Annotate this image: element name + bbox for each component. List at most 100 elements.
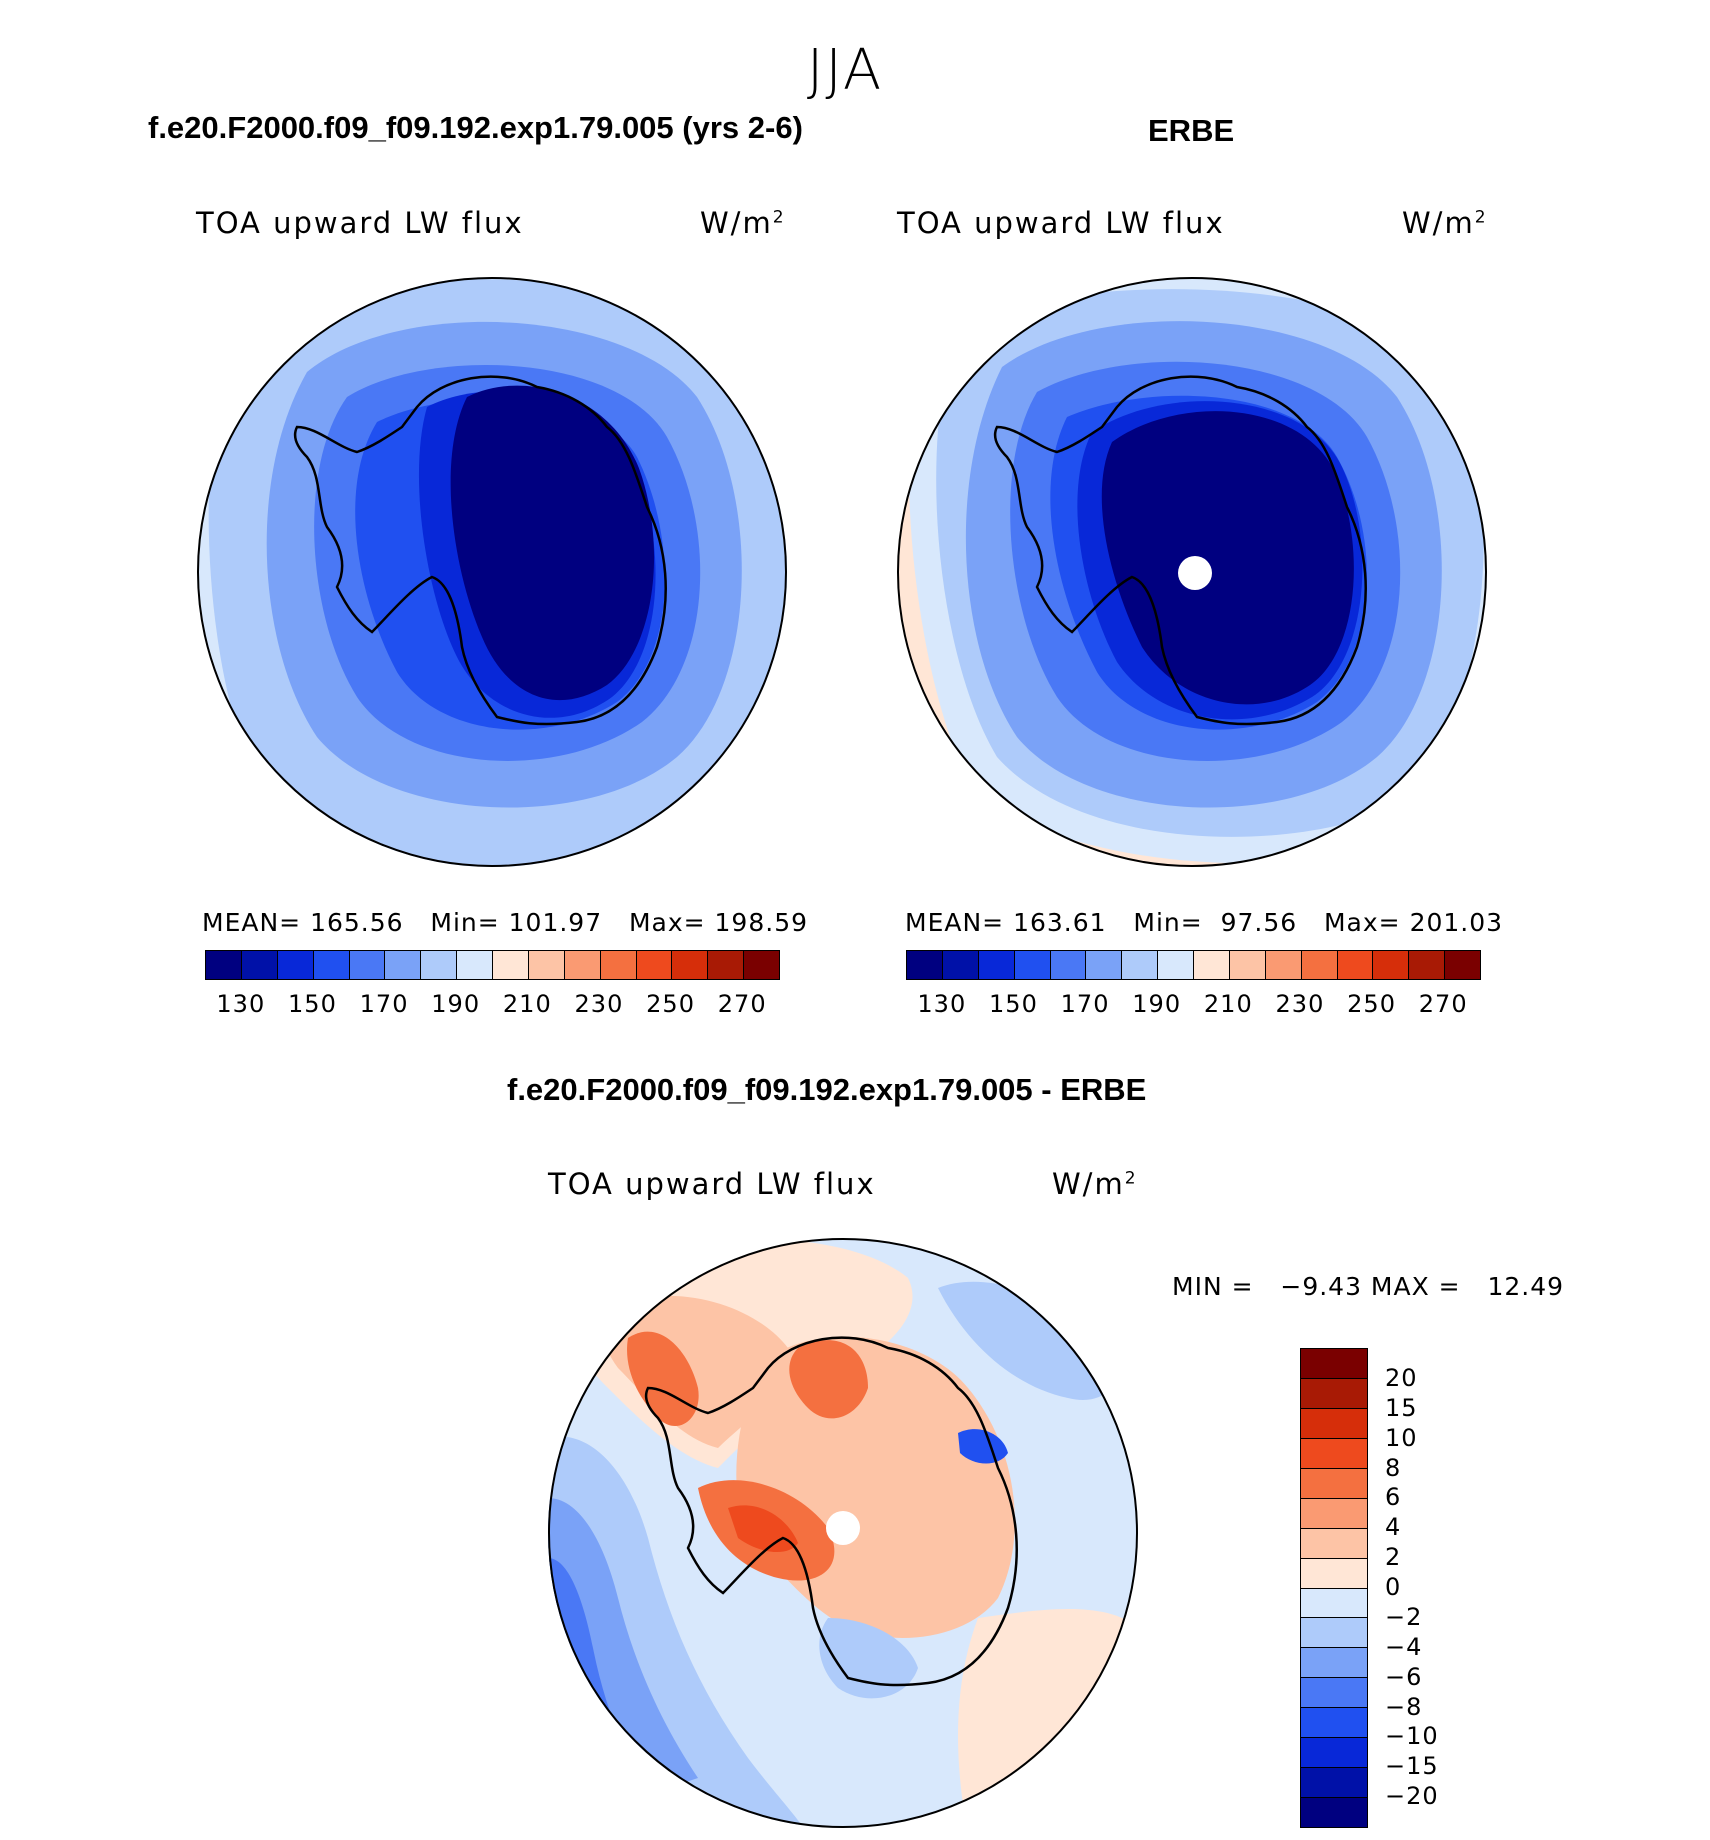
- colorbar-model-swatch: [206, 951, 242, 979]
- colorbar-difference-swatch: [1301, 1798, 1367, 1827]
- colorbar-difference-tick-label: −2: [1385, 1602, 1423, 1631]
- colorbar-erbe-swatch: [907, 951, 943, 979]
- colorbar-model-swatch: [493, 951, 529, 979]
- colorbar-erbe-swatch: [1158, 951, 1194, 979]
- colorbar-difference-tick-label: 15: [1385, 1393, 1418, 1422]
- colorbar-difference: [1300, 1348, 1368, 1828]
- colorbar-model-swatch: [528, 951, 565, 979]
- map-difference: [548, 1238, 1138, 1828]
- colorbar-model-tick-label: 210: [502, 990, 552, 1018]
- colorbar-difference-swatch: [1301, 1528, 1367, 1559]
- colorbar-erbe-swatch: [1050, 951, 1087, 979]
- colorbar-erbe-swatch: [1337, 951, 1374, 979]
- colorbar-difference-tick-label: 0: [1385, 1573, 1402, 1601]
- colorbar-erbe-ticks: 130 150 170 190 210 230 250 270: [906, 990, 1479, 1020]
- colorbar-difference-tick-label: 8: [1385, 1453, 1402, 1482]
- colorbar-model-tick-label: 250: [646, 990, 695, 1018]
- colorbar-erbe-swatch: [1086, 951, 1123, 979]
- colorbar-model-ticks: 130 150 170 190 210 230 250 270: [205, 990, 778, 1020]
- colorbar-model-swatch: [421, 951, 458, 979]
- colorbar-erbe-swatch: [942, 951, 979, 979]
- colorbar-difference-swatch: [1301, 1708, 1367, 1739]
- colorbar-model-swatch: [600, 951, 637, 979]
- colorbar-difference-tick-label: −20: [1385, 1782, 1439, 1811]
- panel1-variable: TOA upward LW flux: [196, 206, 524, 240]
- colorbar-erbe-swatch: [1373, 951, 1410, 979]
- colorbar-difference-tick-label: 4: [1385, 1513, 1402, 1542]
- colorbar-difference-tick-label: 6: [1385, 1483, 1402, 1512]
- colorbar-difference-swatch: [1301, 1768, 1367, 1799]
- colorbar-erbe-tick-label: 250: [1347, 990, 1396, 1018]
- colorbar-difference-swatch: [1301, 1678, 1367, 1709]
- colorbar-difference-ticks: 20 15 10 8 6 4 2 0 −2 −4 −6 −8 −10 −15 −20: [1385, 1348, 1465, 1826]
- colorbar-erbe-swatch: [1409, 951, 1446, 979]
- colorbar-model-swatch: [744, 951, 779, 979]
- colorbar-difference-swatch: [1301, 1498, 1367, 1529]
- diff-variable: TOA upward LW flux: [548, 1167, 876, 1201]
- colorbar-difference-swatch: [1301, 1618, 1367, 1649]
- diff-units: W/m2: [1052, 1167, 1138, 1201]
- colorbar-model-swatch: [457, 951, 493, 979]
- colorbar-erbe-tick-label: 150: [989, 990, 1038, 1018]
- colorbar-model-tick-label: 130: [216, 990, 266, 1018]
- colorbar-difference-tick-label: 20: [1385, 1363, 1418, 1392]
- colorbar-difference-swatch: [1301, 1558, 1367, 1589]
- colorbar-difference-tick-label: −10: [1385, 1722, 1439, 1751]
- panel1-units: W/m2: [700, 206, 786, 240]
- colorbar-difference-swatch: [1301, 1438, 1367, 1469]
- colorbar-difference-swatch: [1301, 1349, 1367, 1379]
- colorbar-difference-swatch: [1301, 1588, 1367, 1619]
- colorbar-erbe-tick-label: 270: [1418, 990, 1468, 1018]
- colorbar-model-tick-label: 150: [288, 990, 337, 1018]
- colorbar-erbe-swatch: [1122, 951, 1159, 979]
- diff-stats: MIN = −9.43 MAX = 12.49: [1172, 1272, 1565, 1301]
- colorbar-erbe-tick-label: 190: [1132, 990, 1182, 1018]
- colorbar-difference-tick-label: 2: [1385, 1543, 1402, 1572]
- panel1-title: f.e20.F2000.f09_f09.192.exp1.79.005 (yrs…: [148, 110, 803, 145]
- colorbar-difference-tick-label: 10: [1385, 1423, 1418, 1452]
- colorbar-model-swatch: [241, 951, 278, 979]
- colorbar-difference-swatch: [1301, 1378, 1367, 1409]
- colorbar-erbe: [906, 950, 1481, 980]
- colorbar-model-swatch: [313, 951, 350, 979]
- map-model: [197, 277, 787, 867]
- colorbar-erbe-tick-label: 130: [917, 990, 967, 1018]
- panel2-title: ERBE: [1148, 113, 1235, 148]
- colorbar-model-swatch: [672, 951, 709, 979]
- colorbar-erbe-swatch: [1014, 951, 1051, 979]
- colorbar-model-swatch: [349, 951, 386, 979]
- colorbar-difference-tick-label: −6: [1385, 1662, 1423, 1691]
- colorbar-model-tick-label: 170: [359, 990, 409, 1018]
- colorbar-difference-swatch: [1301, 1738, 1367, 1769]
- colorbar-difference-swatch: [1301, 1408, 1367, 1439]
- colorbar-model-tick-label: 190: [431, 990, 481, 1018]
- colorbar-erbe-swatch: [1194, 951, 1230, 979]
- colorbar-erbe-swatch: [1265, 951, 1302, 979]
- colorbar-model-tick-label: 270: [717, 990, 767, 1018]
- colorbar-erbe-swatch: [1301, 951, 1338, 979]
- season-title: JJA: [806, 38, 884, 103]
- colorbar-erbe-swatch: [1229, 951, 1266, 979]
- colorbar-model: [205, 950, 780, 980]
- colorbar-difference-swatch: [1301, 1468, 1367, 1499]
- colorbar-difference-swatch: [1301, 1648, 1367, 1679]
- colorbar-erbe-swatch: [1445, 951, 1480, 979]
- colorbar-model-tick-label: 230: [574, 990, 624, 1018]
- colorbar-model-swatch: [708, 951, 745, 979]
- colorbar-erbe-tick-label: 210: [1203, 990, 1253, 1018]
- panel2-stats: MEAN= 163.61 Min= 97.56 Max= 201.03: [905, 908, 1504, 937]
- colorbar-difference-tick-label: −4: [1385, 1632, 1423, 1661]
- colorbar-model-swatch: [636, 951, 673, 979]
- colorbar-erbe-swatch: [978, 951, 1015, 979]
- colorbar-difference-tick-label: −8: [1385, 1692, 1423, 1721]
- colorbar-difference-tick-label: −15: [1385, 1752, 1439, 1781]
- panel1-stats: MEAN= 165.56 Min= 101.97 Max= 198.59: [202, 908, 809, 937]
- colorbar-erbe-tick-label: 170: [1060, 990, 1110, 1018]
- diff-title: f.e20.F2000.f09_f09.192.exp1.79.005 - ER…: [507, 1072, 1147, 1107]
- panel2-variable: TOA upward LW flux: [897, 206, 1225, 240]
- colorbar-model-swatch: [277, 951, 314, 979]
- colorbar-model-swatch: [564, 951, 601, 979]
- map-erbe: [897, 277, 1487, 867]
- colorbar-model-swatch: [385, 951, 422, 979]
- panel2-units: W/m2: [1402, 206, 1488, 240]
